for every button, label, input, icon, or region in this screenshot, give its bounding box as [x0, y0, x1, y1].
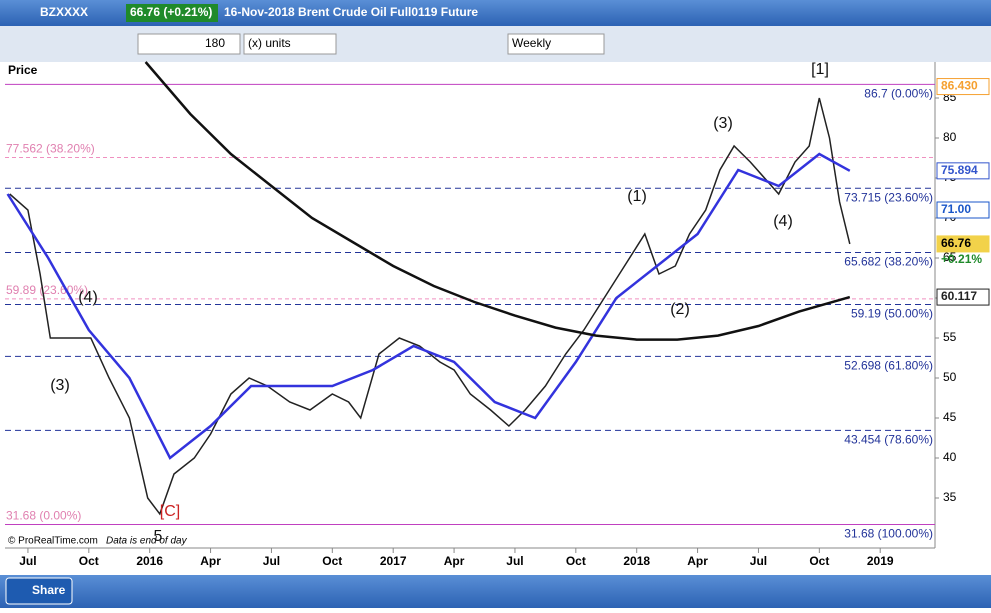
pink-label: 31.68 (0.00%) — [6, 509, 81, 523]
pink-label: 77.562 (38.20%) — [6, 142, 95, 156]
price-line — [144, 61, 851, 341]
wave-label: [1] — [811, 61, 829, 78]
units-input[interactable] — [137, 33, 241, 55]
x-tick-label: 2016 — [136, 554, 163, 568]
fib-label: 73.715 (23.60%) — [844, 190, 933, 204]
fib-label: 43.454 (78.60%) — [844, 433, 933, 447]
x-tick-label: Oct — [566, 554, 586, 568]
wave-label: 5 — [154, 528, 163, 545]
y-tick-label: 50 — [943, 370, 957, 384]
y-tick-label: 80 — [943, 130, 957, 144]
price-badge-label: 86.430 — [941, 79, 978, 93]
x-tick-label: Jul — [263, 554, 280, 568]
y-tick-label: 45 — [943, 410, 957, 424]
y-tick-label: 35 — [943, 490, 957, 504]
x-tick-label: Oct — [809, 554, 829, 568]
x-tick-label: Apr — [444, 554, 465, 568]
plot-area — [5, 62, 935, 548]
x-tick-label: Jul — [750, 554, 767, 568]
x-tick-label: Jul — [506, 554, 523, 568]
price-badge — [936, 235, 990, 253]
x-tick-label: Jul — [19, 554, 36, 568]
share-label: Share — [32, 583, 66, 597]
period: Weekly — [512, 36, 551, 50]
y-tick-label: 55 — [943, 330, 957, 344]
share-button[interactable] — [5, 577, 73, 605]
x-tick-label: 2017 — [380, 554, 407, 568]
x-tick-label: 2019 — [867, 554, 894, 568]
price-badge — [936, 201, 990, 219]
x-tick-label: Apr — [200, 554, 221, 568]
fib-label: 31.68 (100.00%) — [844, 527, 933, 541]
wave-label: (4) — [773, 213, 793, 230]
price-badge — [936, 162, 990, 180]
price-badge-label: 60.117 — [941, 289, 977, 303]
wave-label: (3) — [50, 377, 70, 394]
wave-label: (4) — [78, 289, 98, 306]
fib-label: 65.682 (38.20%) — [844, 255, 933, 269]
price-line — [6, 152, 851, 460]
period-select[interactable] — [507, 33, 605, 55]
wave-label: (1) — [627, 188, 647, 205]
units-label: (x) units — [248, 36, 291, 50]
fib-label: 86.7 (0.00%) — [864, 87, 933, 101]
symbol: BZXXXX — [40, 5, 88, 19]
wave-label: (2) — [670, 301, 690, 318]
wave-label: [C] — [160, 503, 180, 520]
x-tick-label: Oct — [322, 554, 342, 568]
units-select[interactable] — [243, 33, 337, 55]
y-tick-label: 65 — [943, 250, 957, 264]
wave-label: (3) — [713, 115, 733, 132]
quote: 66.76 (+0.21%) — [130, 5, 212, 19]
y-tick-label: 40 — [943, 450, 957, 464]
panel-label: Price — [8, 63, 38, 77]
credit: © ProRealTime.com — [8, 536, 98, 547]
fib-label: 59.19 (50.00%) — [851, 307, 933, 321]
note: Data is end of day — [106, 536, 188, 547]
change-label: +0.21% — [941, 252, 982, 266]
x-tick-label: Apr — [687, 554, 708, 568]
price-badge-label: 75.894 — [941, 163, 978, 177]
price-badge-label: 66.76 — [941, 236, 971, 250]
pink-label: 59.89 (23.60%) — [6, 283, 88, 297]
quote-box — [126, 4, 218, 22]
bottom-bar — [0, 575, 991, 608]
x-tick-label: 2018 — [623, 554, 650, 568]
description: 16-Nov-2018 Brent Crude Oil Full0119 Fut… — [224, 5, 478, 19]
x-tick-label: Oct — [79, 554, 99, 568]
price-line — [9, 97, 851, 516]
price-badge — [936, 78, 990, 96]
units-value: 180 — [205, 36, 225, 50]
price-badge — [936, 288, 990, 306]
fib-label: 52.698 (61.80%) — [844, 359, 933, 373]
price-badge-label: 71.00 — [941, 202, 971, 216]
